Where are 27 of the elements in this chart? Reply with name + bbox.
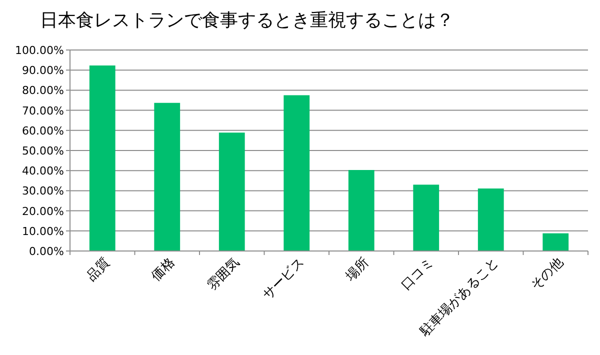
y-tick-label: 20.00% bbox=[22, 204, 64, 218]
x-tick-label: その他 bbox=[528, 255, 566, 294]
bar bbox=[154, 102, 180, 251]
y-tick-label: 40.00% bbox=[22, 164, 64, 178]
y-tick-label: 90.00% bbox=[22, 64, 64, 78]
y-tick-label: 0.00% bbox=[29, 245, 64, 258]
bar bbox=[218, 132, 245, 251]
y-tick-label: 100.00% bbox=[15, 44, 64, 57]
bar bbox=[478, 188, 504, 251]
y-tick-label: 10.00% bbox=[22, 224, 64, 238]
bar bbox=[89, 65, 116, 251]
y-tick-label: 50.00% bbox=[22, 144, 64, 158]
x-tick-label: 場所 bbox=[342, 255, 372, 285]
bar bbox=[413, 184, 440, 251]
y-tick-label: 60.00% bbox=[22, 124, 64, 138]
x-tick-label: 品質 bbox=[84, 255, 114, 284]
x-tick-label: 価格 bbox=[148, 255, 178, 284]
chart-title: 日本食レストランで食事するとき重視することは？ bbox=[40, 10, 454, 31]
y-tick-label: 80.00% bbox=[22, 84, 64, 98]
bar bbox=[348, 170, 374, 251]
bar bbox=[284, 95, 310, 251]
y-tick-label: 70.00% bbox=[22, 104, 64, 118]
x-tick-label: 雰囲気 bbox=[204, 255, 243, 294]
x-tick-label: 口コミ bbox=[398, 255, 437, 294]
x-tick-label: サービス bbox=[260, 255, 308, 303]
bar bbox=[542, 233, 569, 251]
y-tick-label: 30.00% bbox=[22, 184, 64, 198]
